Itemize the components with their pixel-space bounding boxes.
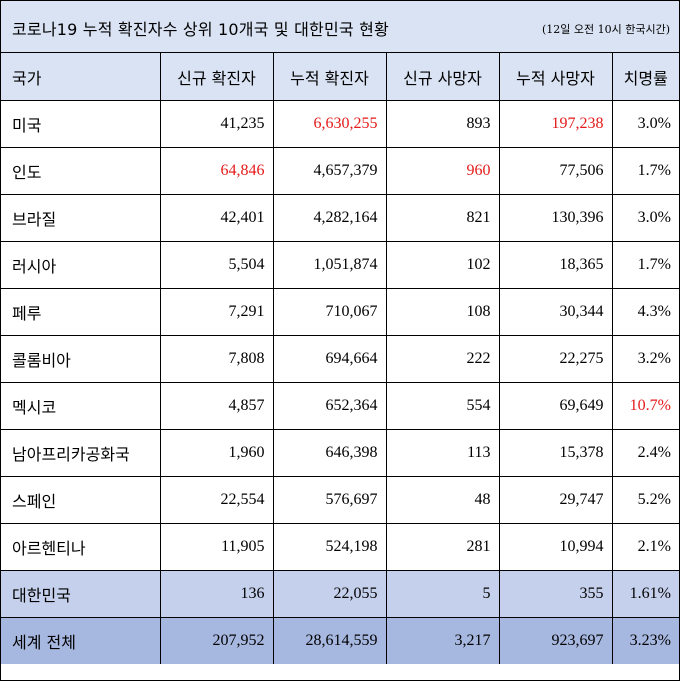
country-cell: 콜롬비아 [1,335,161,383]
time-note: (12일 오전 10시 한국시간) [541,23,670,36]
new-deaths-cell: 960 [385,147,500,195]
country-cell: 남아프리카공화국 [1,429,161,477]
header-total-cases: 누적 확진자 [272,53,387,101]
total-cases-cell: 576,697 [272,476,387,524]
table-row-argentina: 아르헨티나 11,905 524,198 281 10,994 2.1% [1,523,679,571]
new-deaths-cell: 102 [385,241,500,289]
new-deaths-cell: 281 [385,523,500,571]
new-deaths-cell: 893 [385,100,500,148]
total-cases-cell: 652,364 [272,382,387,430]
header-new-deaths: 신규 사망자 [385,53,500,101]
new-deaths-cell: 222 [385,335,500,383]
country-cell: 브라질 [1,194,161,242]
country-cell: 아르헨티나 [1,523,161,571]
table-row-spain: 스페인 22,554 576,697 48 29,747 5.2% [1,476,679,524]
header-new-cases: 신규 확진자 [159,53,274,101]
new-deaths-cell: 108 [385,288,500,336]
new-cases-cell: 64,846 [159,147,274,195]
country-cell: 세계 전체 [1,617,161,664]
total-deaths-cell: 69,649 [498,382,613,430]
total-deaths-cell: 923,697 [498,617,613,664]
new-cases-cell: 207,952 [159,617,274,664]
total-cases-cell: 28,614,559 [272,617,387,664]
total-deaths-cell: 197,238 [498,100,613,148]
total-cases-cell: 646,398 [272,429,387,477]
fatality-rate-cell: 3.0% [611,100,679,148]
total-deaths-cell: 30,344 [498,288,613,336]
country-cell: 스페인 [1,476,161,524]
table-row-usa: 미국 41,235 6,630,255 893 197,238 3.0% [1,100,679,148]
new-cases-cell: 1,960 [159,429,274,477]
fatality-rate-cell: 3.2% [611,335,679,383]
new-deaths-cell: 5 [385,570,500,618]
new-cases-cell: 42,401 [159,194,274,242]
new-cases-cell: 136 [159,570,274,618]
total-cases-cell: 4,282,164 [272,194,387,242]
total-deaths-cell: 15,378 [498,429,613,477]
fatality-rate-cell: 3.23% [611,617,679,664]
table-row-mexico: 멕시코 4,857 652,364 554 69,649 10.7% [1,382,679,430]
table-row-russia: 러시아 5,504 1,051,874 102 18,365 1.7% [1,241,679,289]
new-deaths-cell: 113 [385,429,500,477]
table-row-india: 인도 64,846 4,657,379 960 77,506 1.7% [1,147,679,195]
table-title: 코로나19 누적 확진자수 상위 10개국 및 대한민국 현황 [12,20,389,39]
new-deaths-cell: 554 [385,382,500,430]
new-cases-cell: 4,857 [159,382,274,430]
total-cases-cell: 4,657,379 [272,147,387,195]
fatality-rate-cell: 2.4% [611,429,679,477]
fatality-rate-cell: 3.0% [611,194,679,242]
country-cell: 멕시코 [1,382,161,430]
fatality-rate-cell: 10.7% [611,382,679,430]
header-fatality-rate: 치명률 [611,53,679,101]
fatality-rate-cell: 4.3% [611,288,679,336]
header-country: 국가 [1,53,161,101]
total-deaths-cell: 18,365 [498,241,613,289]
new-cases-cell: 5,504 [159,241,274,289]
total-deaths-cell: 22,275 [498,335,613,383]
total-cases-cell: 6,630,255 [272,100,387,148]
country-cell: 미국 [1,100,161,148]
total-deaths-cell: 29,747 [498,476,613,524]
total-cases-cell: 710,067 [272,288,387,336]
total-cases-cell: 22,055 [272,570,387,618]
total-deaths-cell: 10,994 [498,523,613,571]
country-cell: 대한민국 [1,570,161,618]
fatality-rate-cell: 1.7% [611,147,679,195]
new-cases-cell: 7,291 [159,288,274,336]
new-cases-cell: 22,554 [159,476,274,524]
new-deaths-cell: 821 [385,194,500,242]
header-row: 국가 신규 확진자 누적 확진자 신규 사망자 누적 사망자 치명률 [1,53,679,101]
total-cases-cell: 1,051,874 [272,241,387,289]
total-cases-cell: 524,198 [272,523,387,571]
new-deaths-cell: 48 [385,476,500,524]
table-row-brazil: 브라질 42,401 4,282,164 821 130,396 3.0% [1,194,679,242]
new-cases-cell: 11,905 [159,523,274,571]
country-cell: 페루 [1,288,161,336]
total-deaths-cell: 77,506 [498,147,613,195]
total-deaths-cell: 130,396 [498,194,613,242]
covid-table: 국가 신규 확진자 누적 확진자 신규 사망자 누적 사망자 치명률 미국 41… [1,53,679,664]
new-cases-cell: 41,235 [159,100,274,148]
fatality-rate-cell: 1.7% [611,241,679,289]
total-cases-cell: 694,664 [272,335,387,383]
fatality-rate-cell: 1.61% [611,570,679,618]
table-row-south-africa: 남아프리카공화국 1,960 646,398 113 15,378 2.4% [1,429,679,477]
table-row-peru: 페루 7,291 710,067 108 30,344 4.3% [1,288,679,336]
new-cases-cell: 7,808 [159,335,274,383]
title-bar: 코로나19 누적 확진자수 상위 10개국 및 대한민국 현황 (12일 오전 … [1,1,679,53]
table-row-korea: 대한민국 136 22,055 5 355 1.61% [1,570,679,618]
total-deaths-cell: 355 [498,570,613,618]
table-row-colombia: 콜롬비아 7,808 694,664 222 22,275 3.2% [1,335,679,383]
fatality-rate-cell: 2.1% [611,523,679,571]
country-cell: 인도 [1,147,161,195]
new-deaths-cell: 3,217 [385,617,500,664]
fatality-rate-cell: 5.2% [611,476,679,524]
header-total-deaths: 누적 사망자 [498,53,613,101]
table-row-world-total: 세계 전체 207,952 28,614,559 3,217 923,697 3… [1,617,679,664]
country-cell: 러시아 [1,241,161,289]
